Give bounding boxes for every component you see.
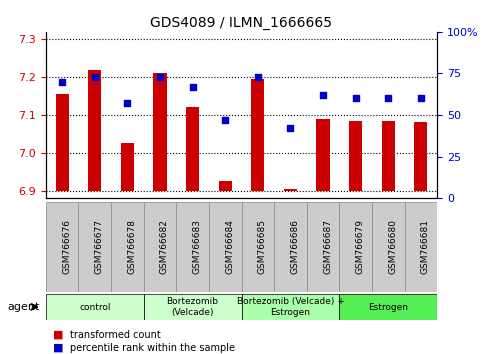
Text: percentile rank within the sample: percentile rank within the sample xyxy=(70,343,235,353)
Text: GSM766683: GSM766683 xyxy=(193,219,201,274)
Text: GSM766676: GSM766676 xyxy=(62,219,71,274)
Bar xyxy=(46,294,144,320)
Bar xyxy=(154,73,167,191)
Text: GSM766680: GSM766680 xyxy=(388,219,397,274)
Bar xyxy=(186,108,199,191)
Text: GSM766677: GSM766677 xyxy=(95,219,104,274)
Bar xyxy=(242,202,274,292)
Bar xyxy=(144,294,242,320)
Bar xyxy=(349,121,362,191)
Point xyxy=(156,74,164,80)
Text: GSM766684: GSM766684 xyxy=(225,219,234,274)
Bar xyxy=(382,121,395,191)
Bar xyxy=(405,202,437,292)
Bar xyxy=(88,70,101,191)
Point xyxy=(91,74,99,80)
Text: GSM766686: GSM766686 xyxy=(290,219,299,274)
Point xyxy=(58,79,66,85)
Text: Bortezomib
(Velcade): Bortezomib (Velcade) xyxy=(167,297,219,317)
Bar xyxy=(372,202,405,292)
Point xyxy=(352,96,359,101)
Bar xyxy=(111,202,144,292)
Text: GDS4089 / ILMN_1666665: GDS4089 / ILMN_1666665 xyxy=(151,16,332,30)
Text: GSM766682: GSM766682 xyxy=(160,219,169,274)
Point xyxy=(221,117,229,123)
Text: ■: ■ xyxy=(53,330,64,339)
Point xyxy=(319,92,327,98)
Text: GSM766687: GSM766687 xyxy=(323,219,332,274)
Text: control: control xyxy=(79,303,111,312)
Text: GSM766681: GSM766681 xyxy=(421,219,430,274)
Point xyxy=(124,101,131,106)
Text: Bortezomib (Velcade) +
Estrogen: Bortezomib (Velcade) + Estrogen xyxy=(237,297,344,317)
Text: GSM766679: GSM766679 xyxy=(355,219,365,274)
Bar xyxy=(121,143,134,191)
Point xyxy=(417,96,425,101)
Bar xyxy=(284,189,297,191)
Text: agent: agent xyxy=(7,302,40,312)
Text: transformed count: transformed count xyxy=(70,330,161,339)
Bar xyxy=(144,202,176,292)
Text: GSM766678: GSM766678 xyxy=(128,219,136,274)
Bar xyxy=(414,122,427,191)
Bar xyxy=(176,202,209,292)
Point xyxy=(286,126,294,131)
Bar xyxy=(242,294,339,320)
Text: ■: ■ xyxy=(53,343,64,353)
Text: Estrogen: Estrogen xyxy=(368,303,408,312)
Point xyxy=(384,96,392,101)
Bar xyxy=(339,202,372,292)
Point xyxy=(189,84,197,90)
Bar xyxy=(307,202,339,292)
Bar xyxy=(274,202,307,292)
Bar xyxy=(56,94,69,191)
Bar xyxy=(209,202,242,292)
Bar xyxy=(46,202,79,292)
Bar xyxy=(339,294,437,320)
Bar xyxy=(316,119,329,191)
Bar xyxy=(78,202,111,292)
Text: GSM766685: GSM766685 xyxy=(258,219,267,274)
Bar xyxy=(251,79,264,191)
Bar xyxy=(219,181,232,191)
Point xyxy=(254,74,262,80)
